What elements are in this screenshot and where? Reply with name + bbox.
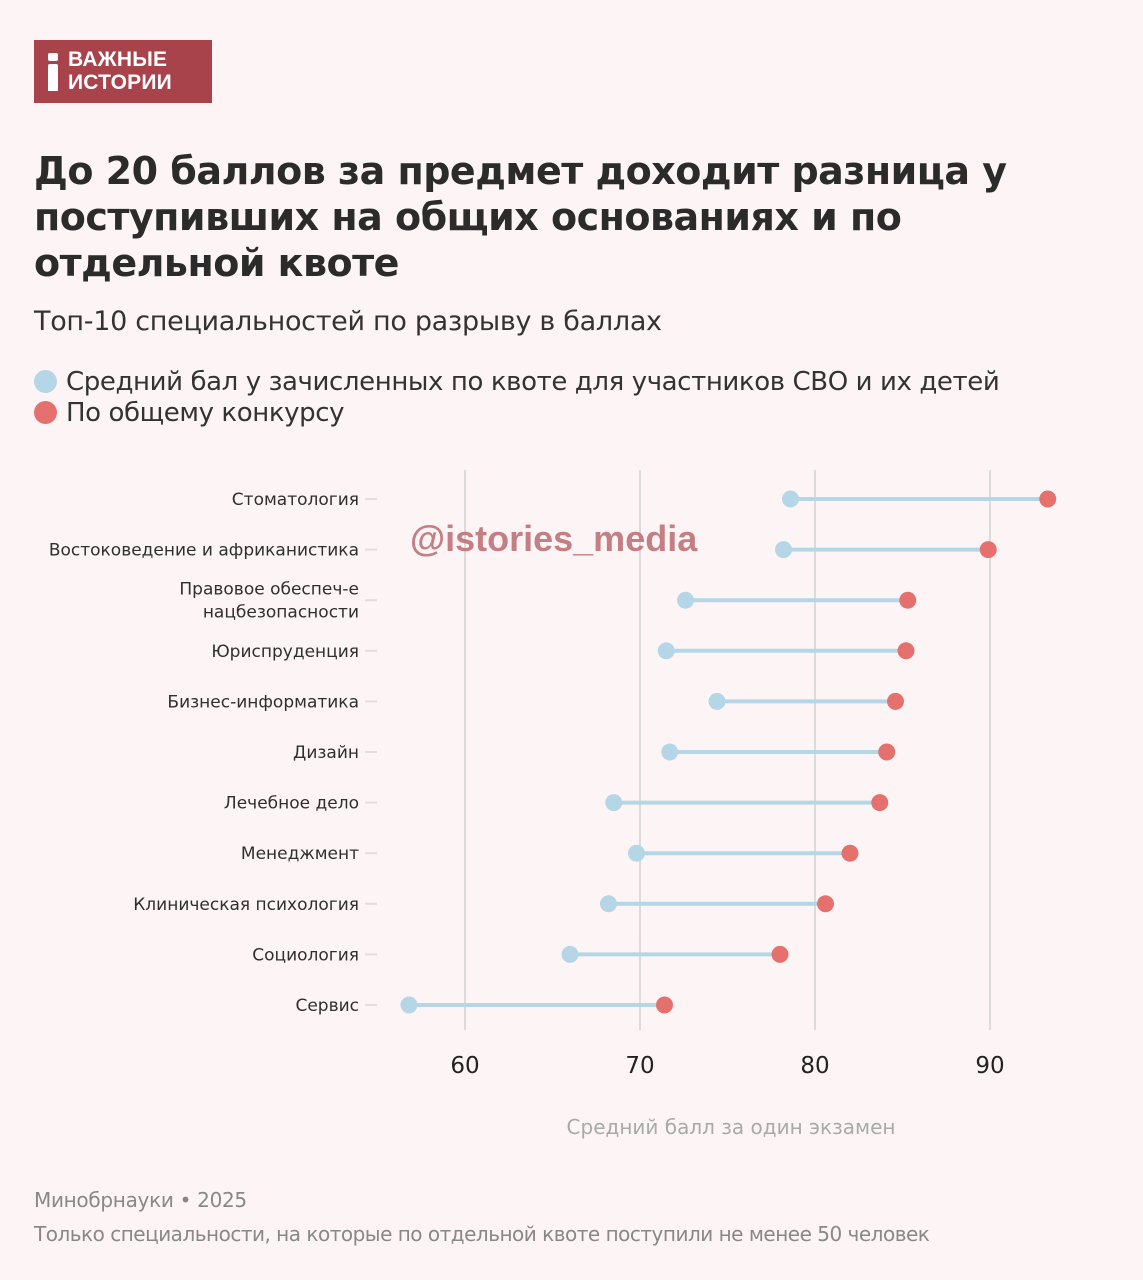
category-label: Менеджмент: [241, 844, 359, 864]
x-tick-label: 70: [625, 1053, 654, 1079]
category-label: Сервис: [295, 996, 359, 1016]
legend-item-general: По общему конкурсу: [34, 397, 999, 428]
logo-line-2: ИСТОРИИ: [68, 71, 172, 94]
category-label-line: Сервис: [295, 996, 359, 1016]
source-credit: Минобрнауки • 2025: [34, 1188, 247, 1212]
category-label: Лечебное дело: [224, 794, 359, 814]
category-label-line: Юриспруденция: [211, 642, 359, 662]
dot-quota: [782, 490, 799, 508]
dot-general: [871, 794, 889, 812]
chart-subtitle: Топ-10 специальностей по разрыву в балла…: [34, 306, 662, 337]
category-label: Клиническая психология: [133, 895, 359, 915]
category-label-line: Правовое обеспеч-е: [179, 580, 359, 600]
dot-general: [1039, 490, 1057, 508]
dot-quota: [661, 743, 679, 761]
dot-quota: [600, 895, 617, 913]
legend-swatch-blue: [34, 370, 57, 393]
category-label-line: Востоковедение и африканистика: [49, 541, 359, 561]
dot-general: [841, 844, 859, 862]
category-label: Социология: [252, 945, 359, 965]
category-label-line: Дизайн: [293, 743, 359, 763]
logo-i-icon: [48, 53, 58, 91]
category-label-line: Стоматология: [232, 490, 359, 510]
chart-title: До 20 баллов за предмет доходит разница …: [34, 149, 1007, 285]
dot-general: [656, 996, 673, 1014]
legend-item-quota: Средний бал у зачисленных по квоте для у…: [34, 366, 1000, 397]
dot-general: [979, 541, 997, 559]
watermark: @istories_media: [410, 518, 698, 559]
dot-quota: [561, 945, 579, 963]
x-tick-label: 60: [450, 1053, 479, 1079]
dot-general: [899, 591, 917, 609]
legend-label-general: По общему конкурсу: [66, 397, 345, 428]
dot-quota: [708, 692, 726, 710]
category-label-line: Социология: [252, 945, 359, 965]
dumbbell-chart: 60 70 80 90 Средний балл за один экзамен Стом…: [49, 470, 1057, 1139]
category-label-line: Лечебное дело: [224, 794, 359, 814]
category-label: Стоматология: [232, 490, 359, 510]
brand-logo: ВАЖНЫЕ ИСТОРИИ: [34, 40, 212, 103]
dot-general: [817, 895, 834, 913]
x-tick-label: 80: [800, 1053, 829, 1079]
dot-general: [897, 642, 915, 660]
logo-line-1: ВАЖНЫЕ: [68, 48, 168, 71]
category-label-line: Менеджмент: [241, 844, 359, 864]
category-label: Юриспруденция: [211, 642, 359, 662]
legend-swatch-red: [34, 401, 57, 424]
category-label: Дизайн: [293, 743, 359, 763]
category-label-line: Бизнес-информатика: [167, 692, 359, 712]
category-label-line: Клиническая психология: [133, 895, 359, 915]
logo-text: ВАЖНЫЕ ИСТОРИИ: [68, 48, 172, 94]
category-label-line: нацбезопасности: [203, 603, 359, 623]
legend: Средний бал у зачисленных по квоте для у…: [34, 366, 1000, 428]
footnote: Только специальности, на которые по отде…: [34, 1222, 930, 1246]
dot-general: [771, 945, 789, 963]
dot-quota: [628, 844, 645, 862]
dot-general: [878, 743, 896, 761]
dot-quota: [657, 642, 675, 660]
dot-quota: [677, 591, 694, 609]
category-label: Правовое обеспеч-е нацбезопасности: [179, 580, 359, 623]
dot-quota: [605, 794, 623, 812]
x-tick-label: 90: [975, 1053, 1004, 1079]
category-label: Востоковедение и африканистика: [49, 541, 359, 561]
dot-quota: [775, 541, 792, 559]
dot-quota: [400, 996, 418, 1014]
dot-general: [887, 692, 904, 710]
category-label: Бизнес-информатика: [167, 692, 359, 712]
x-axis-title: Средний балл за один экзамен: [567, 1115, 896, 1139]
legend-label-quota: Средний бал у зачисленных по квоте для у…: [66, 366, 1000, 397]
